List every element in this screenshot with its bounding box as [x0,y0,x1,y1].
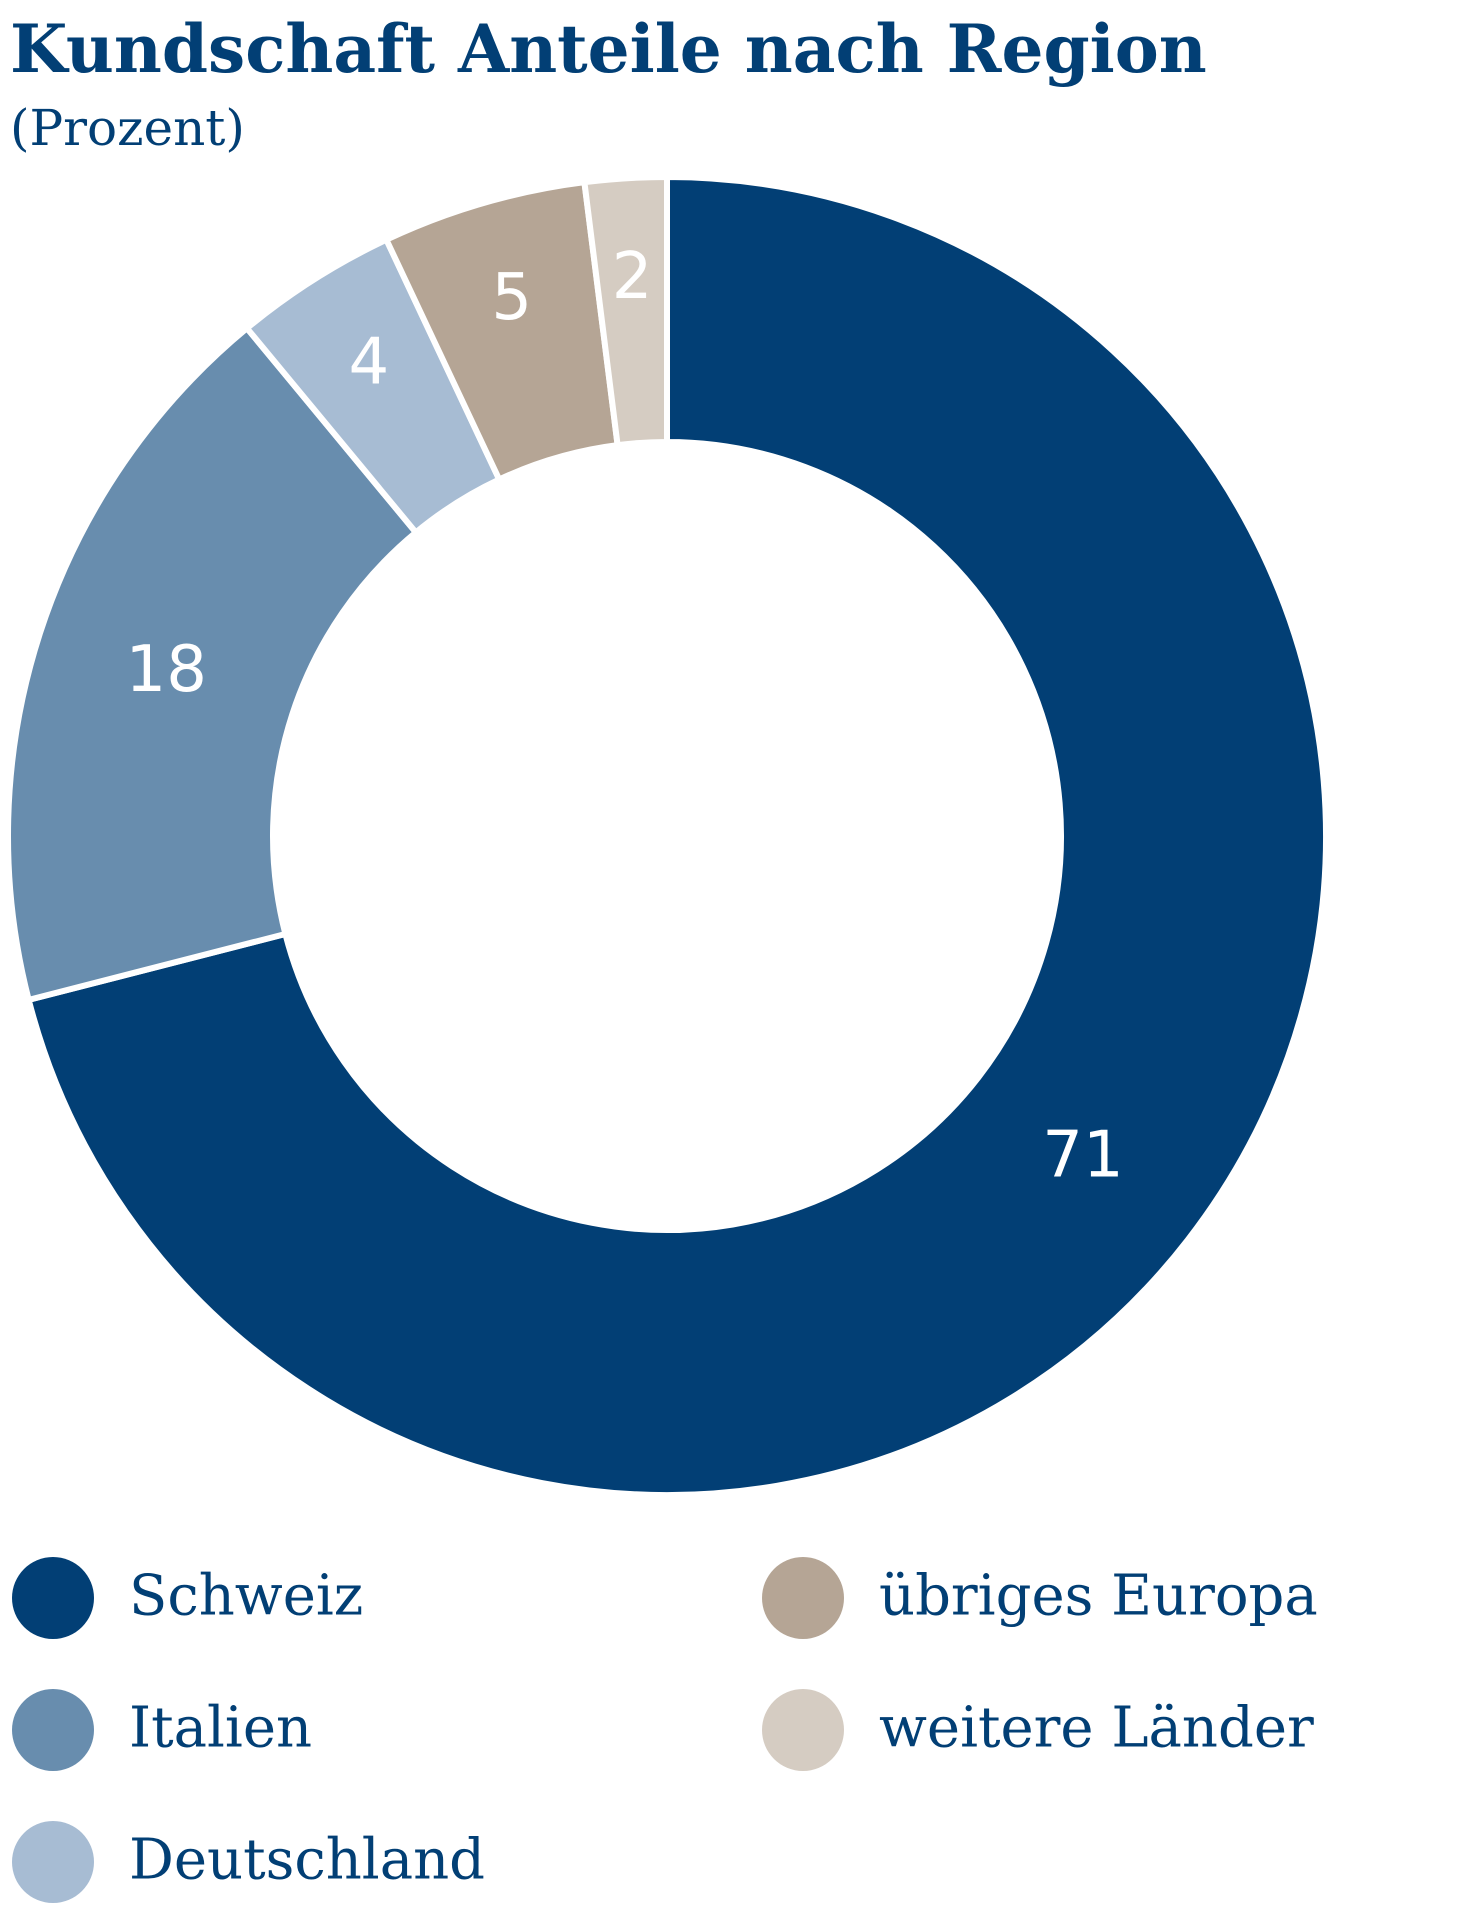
value-label: 18 [126,633,207,707]
legend-label: Italien [129,1696,312,1761]
chart-title: Kundschaft Anteile nach Region [10,10,1207,88]
value-label: 5 [491,261,532,335]
legend-label: übriges Europa [879,1564,1318,1629]
legend-marker [762,1557,844,1639]
legend-marker [762,1689,844,1771]
legend-label: Schweiz [129,1564,363,1629]
value-label: 71 [1042,1118,1123,1192]
value-label: 4 [348,326,389,400]
donut-segment [25,173,1329,1498]
legend-label: Deutschland [129,1828,485,1893]
legend-label: weitere Länder [879,1696,1314,1761]
donut-segment [5,324,421,1004]
legend-marker [12,1557,94,1639]
donut-segment [581,173,670,449]
chart-subtitle: (Prozent) [10,99,245,157]
value-label: 2 [612,240,653,314]
legend-marker [12,1689,94,1771]
legend-marker [12,1821,94,1903]
